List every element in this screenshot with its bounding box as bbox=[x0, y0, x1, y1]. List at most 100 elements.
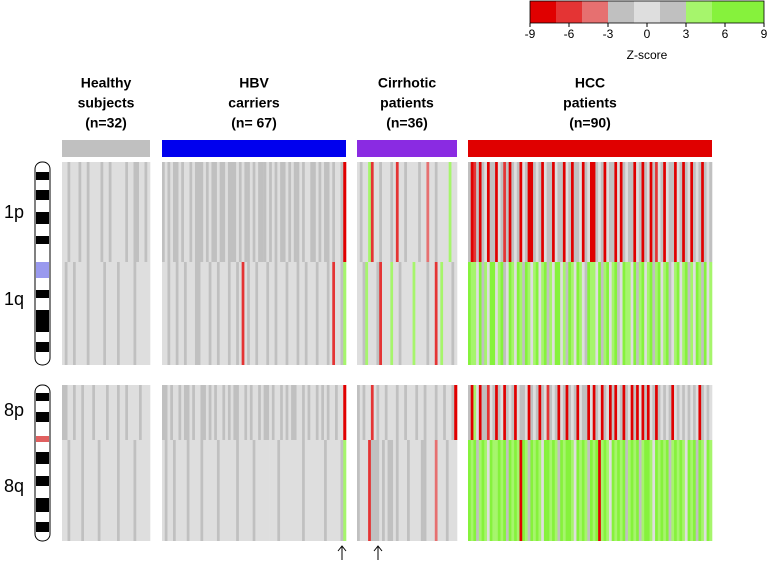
cell bbox=[522, 162, 526, 262]
cell bbox=[657, 440, 661, 541]
cell bbox=[130, 262, 134, 365]
cell bbox=[379, 440, 383, 541]
cell bbox=[657, 385, 661, 440]
cell bbox=[470, 262, 474, 365]
cell bbox=[706, 162, 710, 262]
cell bbox=[484, 162, 488, 262]
cell bbox=[395, 385, 399, 440]
cell bbox=[690, 385, 694, 440]
cell bbox=[111, 385, 115, 440]
cell bbox=[227, 385, 231, 440]
cell bbox=[119, 262, 123, 365]
cell bbox=[671, 162, 675, 262]
cell bbox=[288, 262, 292, 365]
cell bbox=[258, 262, 262, 365]
cell bbox=[78, 385, 82, 440]
cell bbox=[147, 262, 151, 365]
cell bbox=[197, 440, 201, 541]
cell bbox=[476, 440, 480, 541]
colorbar-tick-label: 0 bbox=[644, 27, 651, 41]
cell bbox=[440, 385, 444, 440]
cell bbox=[247, 262, 251, 365]
cell bbox=[592, 385, 596, 440]
cell bbox=[592, 440, 596, 541]
cell bbox=[573, 440, 577, 541]
cell bbox=[503, 162, 507, 262]
cell bbox=[382, 440, 386, 541]
cell bbox=[495, 162, 499, 262]
cell bbox=[247, 162, 251, 262]
cell bbox=[175, 440, 179, 541]
cell bbox=[617, 162, 621, 262]
cell bbox=[236, 262, 240, 365]
cell bbox=[194, 262, 199, 365]
colorbar-tick-label: 6 bbox=[722, 27, 729, 41]
cell bbox=[571, 162, 575, 262]
cell bbox=[426, 262, 430, 365]
cell bbox=[359, 440, 363, 541]
cell bbox=[329, 385, 333, 440]
cell bbox=[141, 385, 145, 440]
cell bbox=[655, 162, 659, 262]
cell bbox=[663, 162, 667, 262]
cell bbox=[97, 162, 101, 262]
cell bbox=[622, 162, 626, 262]
cell bbox=[119, 440, 123, 541]
cell bbox=[668, 385, 672, 440]
cell bbox=[690, 262, 694, 365]
cell bbox=[144, 385, 148, 440]
cell bbox=[508, 385, 512, 440]
cell bbox=[139, 262, 143, 365]
cell bbox=[500, 162, 504, 262]
cell bbox=[489, 385, 493, 440]
cell bbox=[335, 385, 339, 440]
cell bbox=[557, 385, 561, 440]
cell bbox=[478, 385, 482, 440]
cell bbox=[516, 385, 520, 440]
cell bbox=[486, 262, 490, 365]
cell bbox=[560, 262, 564, 365]
cell bbox=[307, 162, 311, 262]
cell bbox=[581, 262, 585, 365]
cell bbox=[543, 162, 547, 262]
cell bbox=[141, 440, 145, 541]
cell bbox=[81, 262, 85, 365]
cell bbox=[538, 385, 542, 440]
cell bbox=[114, 385, 118, 440]
group-label: (n=36) bbox=[386, 115, 428, 131]
cell bbox=[64, 385, 68, 440]
cell bbox=[111, 162, 115, 262]
cell bbox=[197, 162, 201, 262]
colorbar-tick-label: -6 bbox=[564, 27, 575, 41]
cell bbox=[619, 440, 623, 541]
cell bbox=[162, 262, 166, 365]
cell bbox=[646, 385, 650, 440]
cell bbox=[660, 440, 664, 541]
cell bbox=[227, 262, 231, 365]
cell bbox=[64, 440, 68, 541]
cell bbox=[476, 385, 480, 440]
cell bbox=[357, 440, 361, 541]
cell bbox=[701, 385, 705, 440]
cell bbox=[619, 385, 623, 440]
cell bbox=[252, 440, 256, 541]
cell bbox=[611, 162, 615, 262]
cell bbox=[535, 162, 539, 262]
cell bbox=[100, 162, 104, 262]
cell bbox=[384, 385, 388, 440]
cell bbox=[630, 162, 634, 262]
arrow bbox=[373, 545, 383, 560]
chromosome-8 bbox=[34, 384, 51, 542]
cell bbox=[440, 162, 444, 262]
cell bbox=[70, 162, 74, 262]
cell bbox=[497, 385, 501, 440]
cell bbox=[473, 162, 477, 262]
cell bbox=[382, 162, 386, 262]
cell bbox=[269, 162, 273, 262]
cell bbox=[241, 162, 245, 262]
cell bbox=[277, 440, 281, 541]
cell bbox=[470, 385, 474, 440]
cell bbox=[230, 440, 234, 541]
cell bbox=[687, 385, 691, 440]
